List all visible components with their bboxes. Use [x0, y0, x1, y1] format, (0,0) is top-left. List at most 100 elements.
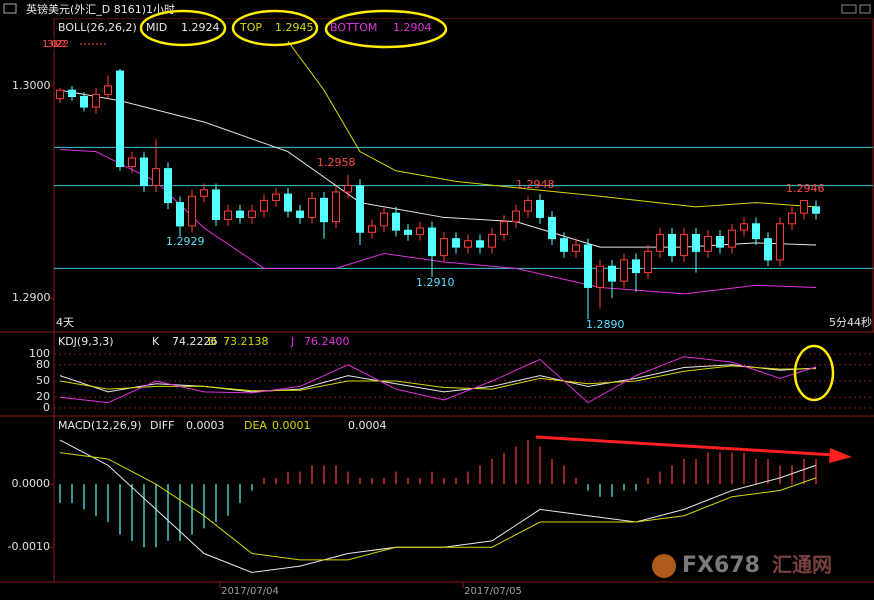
header-bar	[0, 0, 874, 18]
candle-body	[92, 93, 100, 108]
candle-body	[812, 206, 820, 214]
window-button[interactable]	[859, 4, 871, 14]
highlight-ellipse	[231, 9, 319, 47]
candle-body	[104, 85, 112, 95]
trend-arrow-head	[829, 448, 852, 463]
candle-body	[656, 233, 664, 252]
candle-body	[596, 265, 604, 288]
candle-body	[548, 216, 556, 240]
macd-label: MACD(12,26,9)	[58, 419, 142, 432]
y-tick-label: 1.2900	[12, 291, 51, 304]
candle-body	[584, 244, 592, 288]
candle-body	[176, 202, 184, 227]
legend-name: BOTTOM	[330, 21, 377, 34]
candle-body	[464, 240, 472, 248]
candle-body	[404, 229, 412, 235]
candle-body	[764, 238, 772, 261]
candle-body	[308, 197, 316, 218]
legend-value: 76.2400	[304, 335, 350, 348]
y-tick-label: 20	[36, 390, 50, 403]
clip-left	[0, 36, 54, 52]
candle-body	[392, 212, 400, 231]
candle-body	[476, 240, 484, 248]
candle-body	[608, 265, 616, 282]
x-tick-label: 2017/07/04	[221, 586, 279, 597]
y-tick-label: 0.0000	[12, 477, 51, 490]
price-annotation: 1.2929	[166, 235, 205, 248]
candle-body	[320, 197, 328, 223]
candle-body	[788, 212, 796, 225]
candle-body	[152, 168, 160, 187]
legend-value: 74.2226	[172, 335, 218, 348]
candle-body	[236, 210, 244, 218]
legend-name: K	[152, 335, 160, 348]
candle-body	[728, 229, 736, 248]
candle-body	[200, 189, 208, 197]
left-note: 4天	[56, 316, 74, 329]
candle-body	[716, 236, 724, 248]
candle-body	[776, 223, 784, 261]
window-icon	[3, 3, 17, 14]
price-annotation: 1.2946	[786, 182, 825, 195]
highlight-ellipse	[793, 344, 835, 402]
y-tick-label: 100	[29, 347, 50, 360]
highlight-ellipse	[324, 9, 448, 49]
indicator-line	[59, 89, 817, 248]
candle-body	[512, 210, 520, 223]
legend-value: 1.2945	[275, 21, 314, 34]
candle-body	[428, 227, 436, 257]
candle-body	[68, 89, 76, 97]
y-tick-label: 50	[36, 374, 50, 387]
candle-body	[188, 195, 196, 227]
candle-body	[704, 236, 712, 252]
price-annotation: 1.2890	[586, 318, 625, 331]
candle-body	[296, 210, 304, 218]
candle-body	[356, 185, 364, 233]
candle-body	[380, 212, 388, 227]
trend-arrow	[535, 435, 836, 457]
candle-body	[56, 89, 64, 100]
price-annotation: 1.2910	[416, 276, 455, 289]
candle-body	[80, 96, 88, 108]
candle-body	[632, 259, 640, 274]
indicator-line	[287, 41, 817, 208]
candle-body	[344, 185, 352, 193]
window-button[interactable]	[841, 4, 857, 14]
legend-name: DIFF	[150, 419, 174, 432]
candle-body	[680, 233, 688, 257]
legend-name: DEA	[244, 419, 267, 432]
candle-body	[572, 244, 580, 252]
candle-body	[332, 191, 340, 223]
highlight-ellipse	[139, 9, 227, 47]
candle-body	[644, 250, 652, 274]
y-tick-label: -0.0010	[8, 540, 50, 553]
y-tick-label: 1.3000	[12, 79, 51, 92]
candle-body	[440, 238, 448, 257]
candle-body	[164, 168, 172, 204]
indicator-line	[59, 356, 817, 404]
candle-body	[500, 221, 508, 235]
candle-body	[260, 199, 268, 212]
price-annotation: 1.2948	[516, 178, 555, 191]
candle-body	[128, 157, 136, 168]
legend-value: 1.2924	[181, 21, 220, 34]
legend-name: MID	[146, 21, 167, 34]
legend-value: 0.0003	[186, 419, 225, 432]
y-tick-label: 80	[36, 358, 50, 371]
candle-body	[224, 210, 232, 221]
candle-body	[524, 199, 532, 212]
legend-value: 73.2138	[223, 335, 269, 348]
candle-body	[560, 238, 568, 252]
indicator-line	[59, 452, 817, 561]
candle-body	[620, 259, 628, 282]
price-panel	[53, 17, 874, 333]
candle-body	[416, 227, 424, 235]
kdj-label: KDJ(9,3,3)	[58, 335, 114, 348]
high-marker-visible: 1.3022	[42, 39, 66, 50]
right-note: 5分44秒	[829, 315, 872, 329]
candle-body	[248, 210, 256, 218]
candle-body	[536, 199, 544, 218]
candle-body	[272, 193, 280, 201]
candle-body	[284, 193, 292, 212]
